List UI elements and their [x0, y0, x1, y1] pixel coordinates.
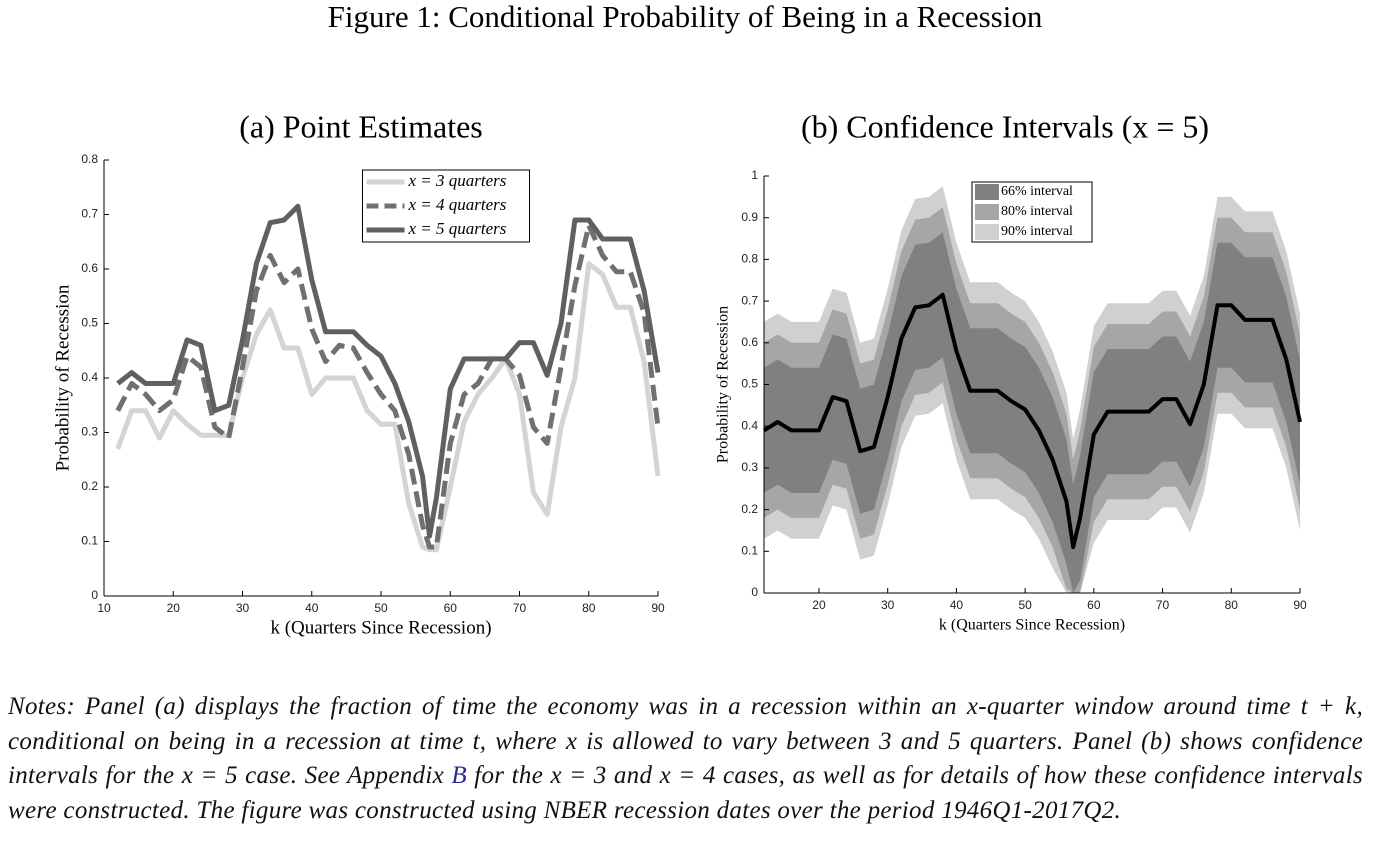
y-tick-label: 0.3 — [81, 425, 98, 439]
y-tick-label: 0.2 — [81, 479, 98, 493]
x-tick-label: 80 — [1225, 598, 1239, 612]
x-tick-label: 20 — [167, 601, 181, 615]
series-line — [116, 203, 661, 539]
y-tick-label: 0 — [91, 588, 98, 602]
y-tick-label: 0.6 — [81, 261, 98, 275]
y-tick-label: 0.4 — [741, 418, 758, 432]
legend-label: 66% interval — [1001, 184, 1073, 199]
legend-swatch — [975, 204, 999, 220]
appendix-link[interactable]: B — [451, 762, 467, 789]
notes-text: for the x = 3 and x = 4 cases, as well a… — [8, 762, 1363, 824]
x-tick-label: 80 — [582, 601, 596, 615]
legend-label: 80% interval — [1001, 204, 1073, 219]
series-line — [115, 261, 661, 553]
x-tick-label: 40 — [950, 598, 964, 612]
y-tick-label: 0 — [751, 585, 758, 599]
y-tick-label: 0.5 — [81, 316, 98, 330]
x-tick-label: 10 — [97, 601, 111, 615]
y-tick-label: 0.7 — [81, 207, 98, 221]
figure: Figure 1: Conditional Probability of Bei… — [52, 0, 1307, 638]
legend-swatch — [975, 184, 999, 200]
x-tick-label: 60 — [1087, 598, 1101, 612]
x-tick-label: 50 — [1018, 598, 1032, 612]
y-tick-label: 0.5 — [741, 377, 758, 391]
x-tick-label: 40 — [305, 601, 319, 615]
y-axis-label: Probability of Recession — [52, 284, 73, 471]
y-tick-label: 0.2 — [741, 502, 758, 516]
y-tick-label: 0.4 — [81, 370, 98, 384]
x-tick-label: 50 — [374, 601, 388, 615]
x-tick-label: 60 — [444, 601, 458, 615]
y-tick-label: 1 — [751, 168, 758, 182]
x-tick-label: 30 — [881, 598, 895, 612]
x-tick-label: 30 — [236, 601, 250, 615]
notes: Notes: Panel (a) displays the fraction o… — [8, 690, 1363, 828]
legend-label: x = 4 quarters — [408, 195, 507, 214]
y-tick-label: 0.9 — [741, 210, 758, 224]
y-tick-label: 0.6 — [741, 335, 758, 349]
chart-title: (a) Point Estimates — [239, 108, 483, 144]
chart-title: (b) Confidence Intervals (x = 5) — [801, 108, 1209, 144]
y-axis-label: Probability of Recession — [715, 306, 732, 463]
y-tick-label: 0.3 — [741, 460, 758, 474]
x-tick-label: 90 — [1293, 598, 1307, 612]
y-tick-label: 0.1 — [741, 543, 758, 557]
x-tick-label: 20 — [812, 598, 826, 612]
y-tick-label: 0.8 — [81, 152, 98, 166]
interval-band — [764, 232, 1300, 594]
series-line — [115, 222, 661, 550]
x-axis-label: k (Quarters Since Recession) — [939, 617, 1125, 634]
estimate-line — [762, 292, 1302, 550]
y-tick-label: 0.7 — [741, 293, 758, 307]
notes-text: Notes: Panel (a) displays the fraction o… — [8, 693, 1363, 789]
x-tick-label: 90 — [651, 601, 665, 615]
legend-swatch — [975, 224, 999, 240]
x-tick-label: 70 — [1156, 598, 1170, 612]
legend-label: 90% interval — [1001, 224, 1073, 239]
legend-label: x = 3 quarters — [408, 171, 507, 190]
x-tick-label: 70 — [513, 601, 527, 615]
figure-title: Figure 1: Conditional Probability of Bei… — [328, 0, 1043, 34]
legend-label: x = 5 quarters — [408, 219, 507, 238]
x-axis-label: k (Quarters Since Recession) — [270, 617, 491, 638]
y-tick-label: 0.1 — [81, 534, 98, 548]
y-tick-label: 0.8 — [741, 252, 758, 266]
